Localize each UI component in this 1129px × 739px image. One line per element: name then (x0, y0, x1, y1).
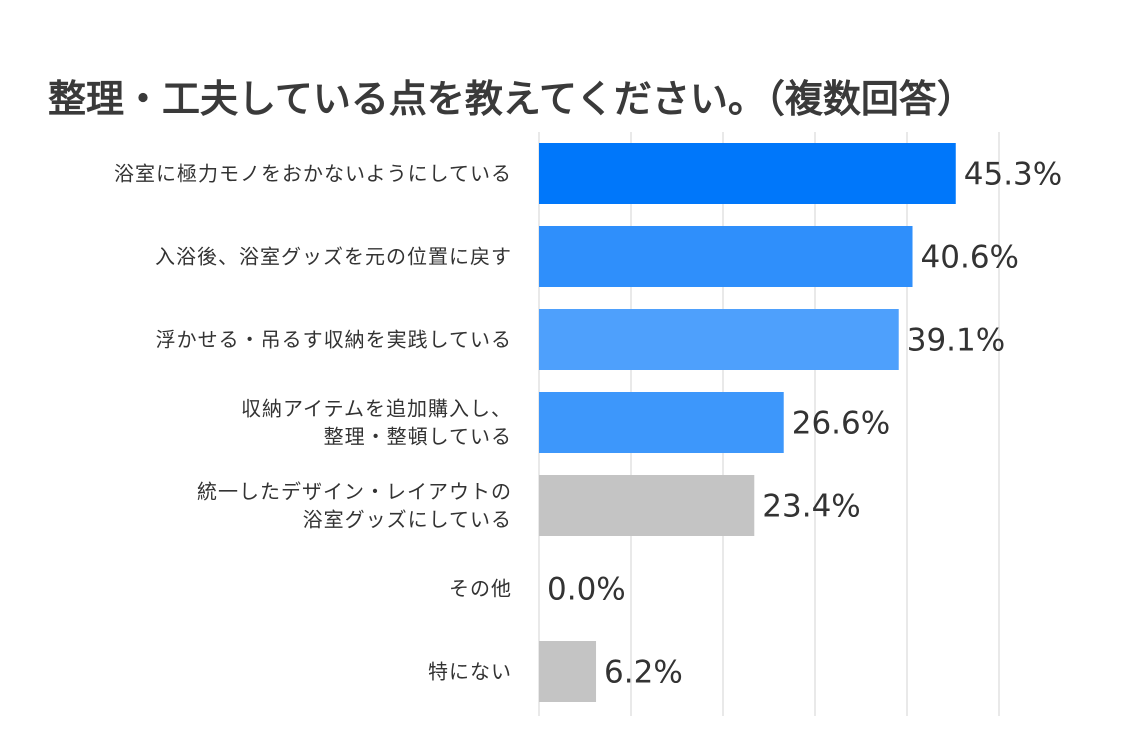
data-label: 0.0% (547, 572, 626, 608)
data-label: 45.3% (964, 157, 1062, 193)
category-label: 統一したデザイン・レイアウトの (197, 480, 512, 504)
data-label: 6.2% (604, 655, 683, 691)
bar (539, 475, 755, 536)
category-label: 浴室グッズにしている (303, 508, 512, 532)
bar (539, 143, 956, 204)
category-label: 入浴後、浴室グッズを元の位置に戻す (155, 245, 512, 269)
data-label: 26.6% (792, 406, 890, 442)
value-labels: 45.3% 40.6% 39.1% 26.6% 23.4% 0.0% 6.2% (547, 157, 1062, 691)
bar (539, 226, 913, 287)
data-label: 23.4% (762, 489, 860, 525)
chart-title: 整理・工夫している点を教えてください。（複数回答） (48, 77, 975, 121)
category-label: 浮かせる・吊るす収納を実践している (156, 328, 512, 352)
bars (539, 143, 956, 702)
category-labels: 浴室に極力モノをおかないようにしている入浴後、浴室グッズを元の位置に戻す浮かせる… (114, 162, 512, 684)
category-label: その他 (449, 577, 512, 601)
category-label: 特にない (428, 660, 512, 684)
data-label: 40.6% (921, 240, 1019, 276)
category-label: 収納アイテムを追加購入し、 (241, 397, 512, 421)
bar (539, 641, 597, 702)
bar (539, 309, 899, 370)
bar (539, 392, 784, 453)
category-label: 浴室に極力モノをおかないようにしている (114, 162, 512, 186)
data-label: 39.1% (907, 323, 1005, 359)
category-label: 整理・整頓している (324, 425, 512, 449)
